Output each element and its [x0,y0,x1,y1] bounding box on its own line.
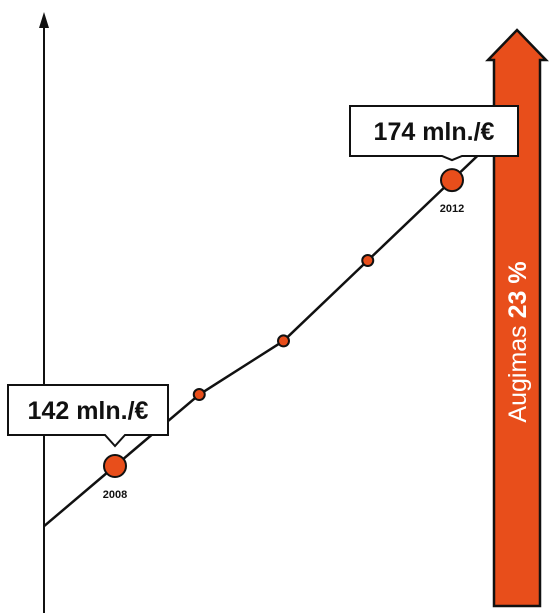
growth-label-prefix: Augimas [504,318,532,422]
value-callouts: 142 mln./€ 2008 174 mln./€ 2012 [7,105,519,501]
callout-box-2012 [349,105,519,162]
callout-2008: 142 mln./€ 2008 [7,384,169,501]
y-axis-arrowhead [39,12,49,28]
growth-arrow: Augimas 23 % [485,28,549,608]
callout-value-2012: 174 mln./€ [374,118,495,146]
callout-value-2008: 142 mln./€ [28,397,149,425]
data-point-2012 [440,168,464,193]
growth-label-value: 23 % [504,261,532,318]
callout-2012: 174 mln./€ 2012 [349,105,519,215]
data-point-2011 [361,254,375,268]
year-label-2008: 2008 [103,489,127,501]
callout-box-2008 [7,384,169,448]
y-axis [39,12,49,613]
data-point-2010 [277,334,290,348]
year-label-2012: 2012 [440,203,464,215]
growth-label: Augimas 23 % [504,261,532,422]
growth-arrow-shape [485,28,549,608]
data-points [103,168,464,478]
data-point-2009 [192,388,206,402]
data-point-2008 [103,454,127,478]
